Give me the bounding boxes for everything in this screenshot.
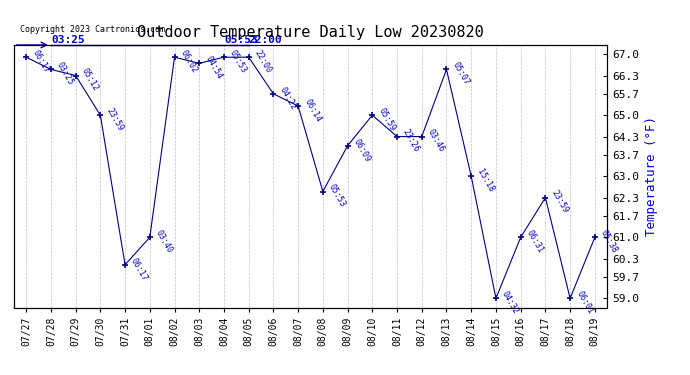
Text: 06:01: 06:01 bbox=[574, 290, 595, 316]
Text: 06:31: 06:31 bbox=[525, 229, 545, 255]
Text: 05:53: 05:53 bbox=[327, 183, 347, 209]
Text: 22:00: 22:00 bbox=[253, 48, 273, 75]
Text: 05:38: 05:38 bbox=[599, 229, 620, 255]
Text: 06:17: 06:17 bbox=[129, 256, 150, 282]
Text: 06:02: 06:02 bbox=[179, 48, 199, 75]
Text: 03:25: 03:25 bbox=[55, 61, 75, 87]
Text: 06:09: 06:09 bbox=[352, 137, 372, 163]
Text: Copyright 2023 Cartronics.com: Copyright 2023 Cartronics.com bbox=[20, 26, 165, 34]
Text: 23:59: 23:59 bbox=[104, 106, 125, 133]
Y-axis label: Temperature (°F): Temperature (°F) bbox=[644, 116, 658, 236]
Text: 22:00: 22:00 bbox=[248, 35, 282, 45]
Text: 23:26: 23:26 bbox=[401, 128, 422, 154]
Text: 03:40: 03:40 bbox=[154, 229, 175, 255]
Text: 05:12: 05:12 bbox=[80, 67, 100, 93]
Title: Outdoor Temperature Daily Low 20230820: Outdoor Temperature Daily Low 20230820 bbox=[137, 25, 484, 40]
Text: 04:54: 04:54 bbox=[204, 55, 224, 81]
Text: 05:53: 05:53 bbox=[224, 35, 257, 45]
Text: 04:22: 04:22 bbox=[277, 85, 298, 111]
Text: 23:59: 23:59 bbox=[549, 189, 570, 215]
Text: 03:46: 03:46 bbox=[426, 128, 446, 154]
Text: 05:53: 05:53 bbox=[228, 48, 248, 75]
Text: 04:32: 04:32 bbox=[500, 290, 520, 316]
Text: 05:59: 05:59 bbox=[377, 106, 397, 133]
Text: 06:17: 06:17 bbox=[30, 48, 50, 75]
Text: 05:07: 05:07 bbox=[451, 61, 471, 87]
Text: 15:18: 15:18 bbox=[475, 168, 495, 194]
Text: 06:14: 06:14 bbox=[302, 98, 323, 123]
Text: 03:25: 03:25 bbox=[51, 35, 85, 45]
